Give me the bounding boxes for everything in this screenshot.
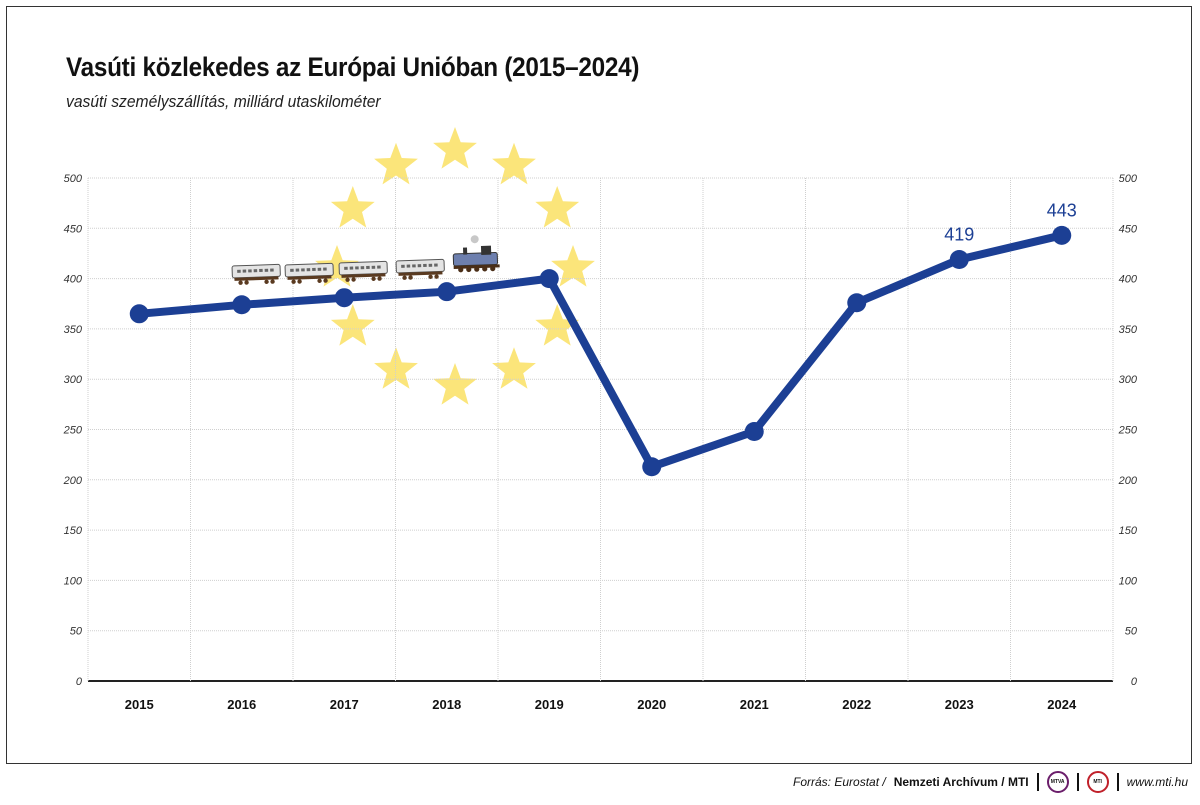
data-point-2018: [437, 282, 457, 302]
eu-star-icon: [492, 347, 536, 389]
source-bold: Nemzeti Archívum / MTI: [893, 775, 1029, 789]
y-tick-label-right: 100: [1119, 575, 1138, 587]
data-point-2024: [1052, 225, 1072, 245]
divider: [1116, 773, 1119, 791]
y-tick-label-right: 350: [1119, 324, 1138, 336]
y-tick-label-left: 50: [70, 626, 83, 638]
y-tick-label-right: 0: [1131, 676, 1138, 688]
y-tick-label-left: 350: [64, 324, 83, 336]
divider: [1076, 773, 1079, 791]
y-tick-label-left: 300: [64, 374, 83, 386]
data-point-2020: [642, 457, 662, 477]
x-tick-label: 2019: [535, 697, 564, 712]
x-axis: 2015 2016 2017 2018 2019 2020 2021 2022 2023 2024: [125, 697, 1077, 712]
y-tick-label-left: 150: [64, 525, 83, 537]
y-tick-label-right: 500: [1119, 173, 1138, 185]
train-wagon-icon: [231, 263, 281, 285]
x-tick-label: 2016: [227, 697, 256, 712]
website-link[interactable]: www.mti.hu: [1126, 775, 1188, 789]
divider: [1036, 773, 1039, 791]
mtva-logo: MTVA: [1046, 771, 1069, 793]
data-label-2023: 419: [944, 224, 974, 244]
y-tick-label-left: 200: [63, 475, 83, 487]
y-tick-label-right: 250: [1118, 425, 1138, 437]
data-point-2019: [539, 269, 559, 289]
data-point-2015: [129, 304, 149, 324]
eu-star-icon: [433, 363, 477, 405]
chart-title: Vasúti közlekedes az Európai Unióban (20…: [66, 52, 640, 82]
y-tick-label-left: 400: [64, 274, 83, 286]
y-tick-label-left: 100: [64, 575, 83, 587]
data-point-2016: [232, 295, 252, 315]
eu-star-icon: [330, 186, 375, 228]
footer: Forrás: Eurostat / Nemzeti Archívum / MT…: [793, 770, 1188, 794]
y-tick-label-left: 500: [64, 173, 83, 185]
data-point-2021: [744, 422, 764, 442]
train-illustration: [231, 235, 500, 285]
data-point-2023: [949, 249, 969, 269]
data-labels: 419 443: [944, 200, 1077, 244]
y-axis-left: 0 50 100 150 200 250 300 350 400 450 500: [63, 173, 83, 688]
series-line: [129, 225, 1072, 477]
x-tick-label: 2021: [740, 697, 769, 712]
x-tick-label: 2018: [432, 697, 461, 712]
y-axis-right: 0 50 100 150 200 250 300 350 400 450 500: [1118, 173, 1138, 688]
y-tick-label-right: 400: [1119, 274, 1138, 286]
eu-star-icon: [535, 304, 580, 346]
chart-subtitle: vasúti személyszállítás, milliárd utaski…: [66, 92, 381, 111]
x-tick-label: 2022: [842, 697, 871, 712]
y-tick-label-right: 300: [1119, 374, 1138, 386]
data-label-2024: 443: [1047, 200, 1077, 220]
eu-star-icon: [535, 186, 580, 228]
chart-frame: [6, 6, 1192, 764]
series-line-path: [138, 231, 1063, 472]
locomotive-icon: [452, 235, 500, 273]
x-tick-label: 2015: [125, 697, 154, 712]
y-tick-label-right: 150: [1119, 525, 1138, 537]
data-point-2017: [334, 288, 354, 308]
eu-star-icon: [374, 142, 418, 185]
x-tick-label: 2017: [330, 697, 359, 712]
y-tick-label-right: 200: [1118, 475, 1138, 487]
train-wagon-icon: [395, 258, 445, 280]
train-wagon-icon: [338, 260, 388, 282]
x-tick-label: 2020: [637, 697, 666, 712]
x-tick-label: 2023: [945, 697, 974, 712]
y-tick-label-right: 450: [1119, 223, 1138, 235]
source-prefix: Forrás: Eurostat /: [793, 775, 886, 789]
train-wagon-icon: [284, 262, 334, 284]
mti-logo: MTI: [1086, 771, 1109, 793]
eu-star-icon: [330, 304, 375, 346]
eu-star-icon: [551, 245, 595, 287]
x-tick-label: 2024: [1047, 697, 1077, 712]
eu-star-icon: [433, 127, 477, 169]
eu-star-icon: [315, 245, 359, 287]
data-point-2022: [847, 293, 867, 313]
y-tick-label-left: 250: [63, 425, 83, 437]
eu-star-icon: [492, 142, 536, 185]
y-tick-label-left: 450: [64, 223, 83, 235]
y-tick-label-right: 50: [1125, 626, 1138, 638]
y-tick-label-left: 0: [76, 676, 83, 688]
